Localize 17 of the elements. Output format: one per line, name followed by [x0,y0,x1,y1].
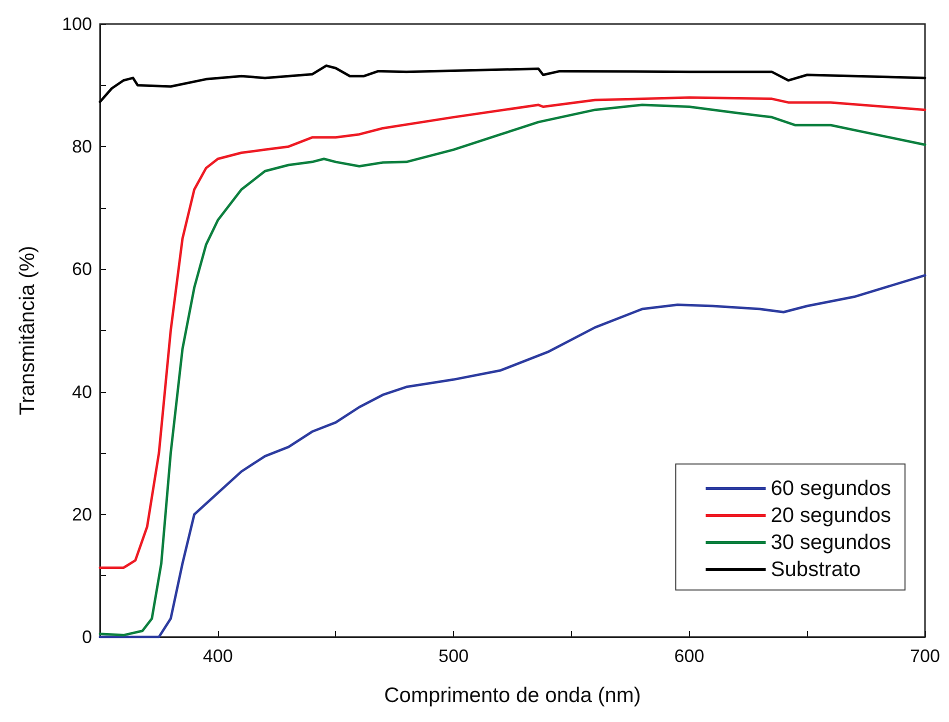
y-tick-label: 20 [72,504,92,524]
legend-label: 60 segundos [770,477,892,500]
y-tick-label: 60 [72,259,92,280]
x-axis-title: Comprimento de onda (nm) [384,684,641,707]
x-tick-label: 700 [910,646,940,666]
line-series [98,64,926,104]
x-tick-label: 500 [438,646,469,666]
y-tick-label: 0 [82,627,92,647]
legend-label: Substrato [770,558,861,581]
y-axis-title: Transmitância (%) [16,246,39,416]
y-tick-label: 100 [62,14,92,34]
y-tick-label: 80 [72,136,92,157]
x-tick-label: 400 [202,646,233,666]
legend-label: 30 segundos [770,531,892,554]
x-tick-label: 600 [674,646,704,666]
y-tick-label: 40 [72,382,92,402]
legend-label: 20 segundos [770,504,892,527]
